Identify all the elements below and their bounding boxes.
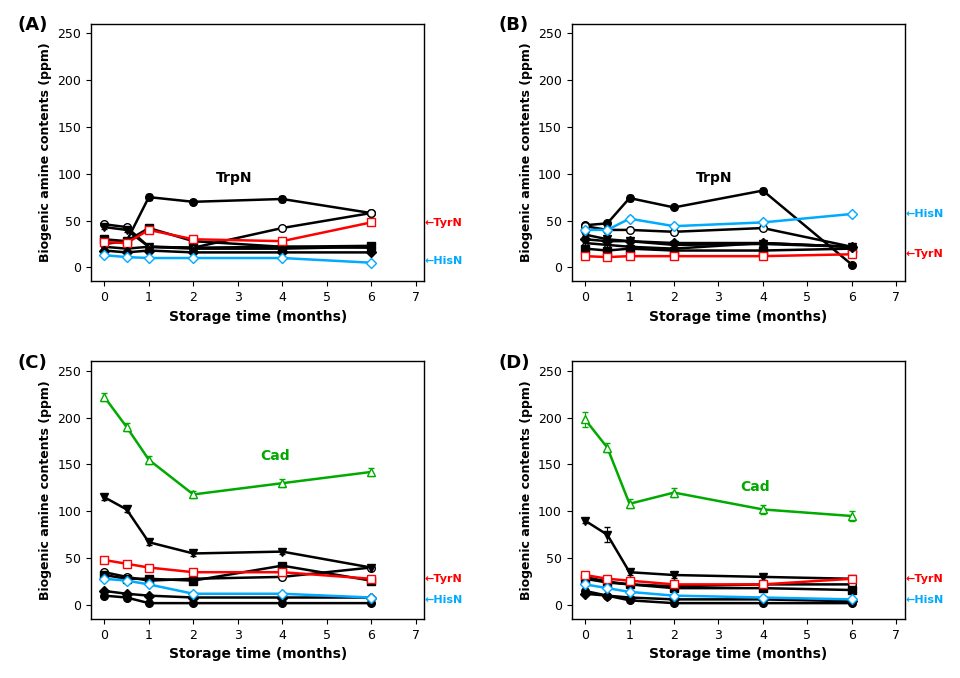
X-axis label: Storage time (months): Storage time (months) <box>649 310 828 323</box>
Y-axis label: Biogenic amine contents (ppm): Biogenic amine contents (ppm) <box>519 380 533 600</box>
Text: ←HisN: ←HisN <box>424 256 463 266</box>
Text: ←TyrN: ←TyrN <box>424 218 462 228</box>
Text: Cad: Cad <box>741 481 770 494</box>
Text: (D): (D) <box>498 354 530 372</box>
X-axis label: Storage time (months): Storage time (months) <box>169 310 347 323</box>
Text: ←HisN: ←HisN <box>424 595 463 605</box>
Y-axis label: Biogenic amine contents (ppm): Biogenic amine contents (ppm) <box>39 43 52 262</box>
Text: (B): (B) <box>498 16 529 34</box>
Text: TrpN: TrpN <box>696 171 732 185</box>
X-axis label: Storage time (months): Storage time (months) <box>649 647 828 661</box>
X-axis label: Storage time (months): Storage time (months) <box>169 647 347 661</box>
Text: (A): (A) <box>17 16 48 34</box>
Text: Cad: Cad <box>260 449 290 462</box>
Text: TrpN: TrpN <box>215 171 252 185</box>
Text: ←TyrN: ←TyrN <box>905 574 943 584</box>
Text: ←HisN: ←HisN <box>905 209 944 219</box>
Y-axis label: Biogenic amine contents (ppm): Biogenic amine contents (ppm) <box>519 43 533 262</box>
Text: ←HisN: ←HisN <box>905 595 944 605</box>
Y-axis label: Biogenic amine contents (ppm): Biogenic amine contents (ppm) <box>39 380 52 600</box>
Text: ←TyrN: ←TyrN <box>424 574 462 584</box>
Text: ←TyrN: ←TyrN <box>905 250 943 259</box>
Text: (C): (C) <box>17 354 47 372</box>
